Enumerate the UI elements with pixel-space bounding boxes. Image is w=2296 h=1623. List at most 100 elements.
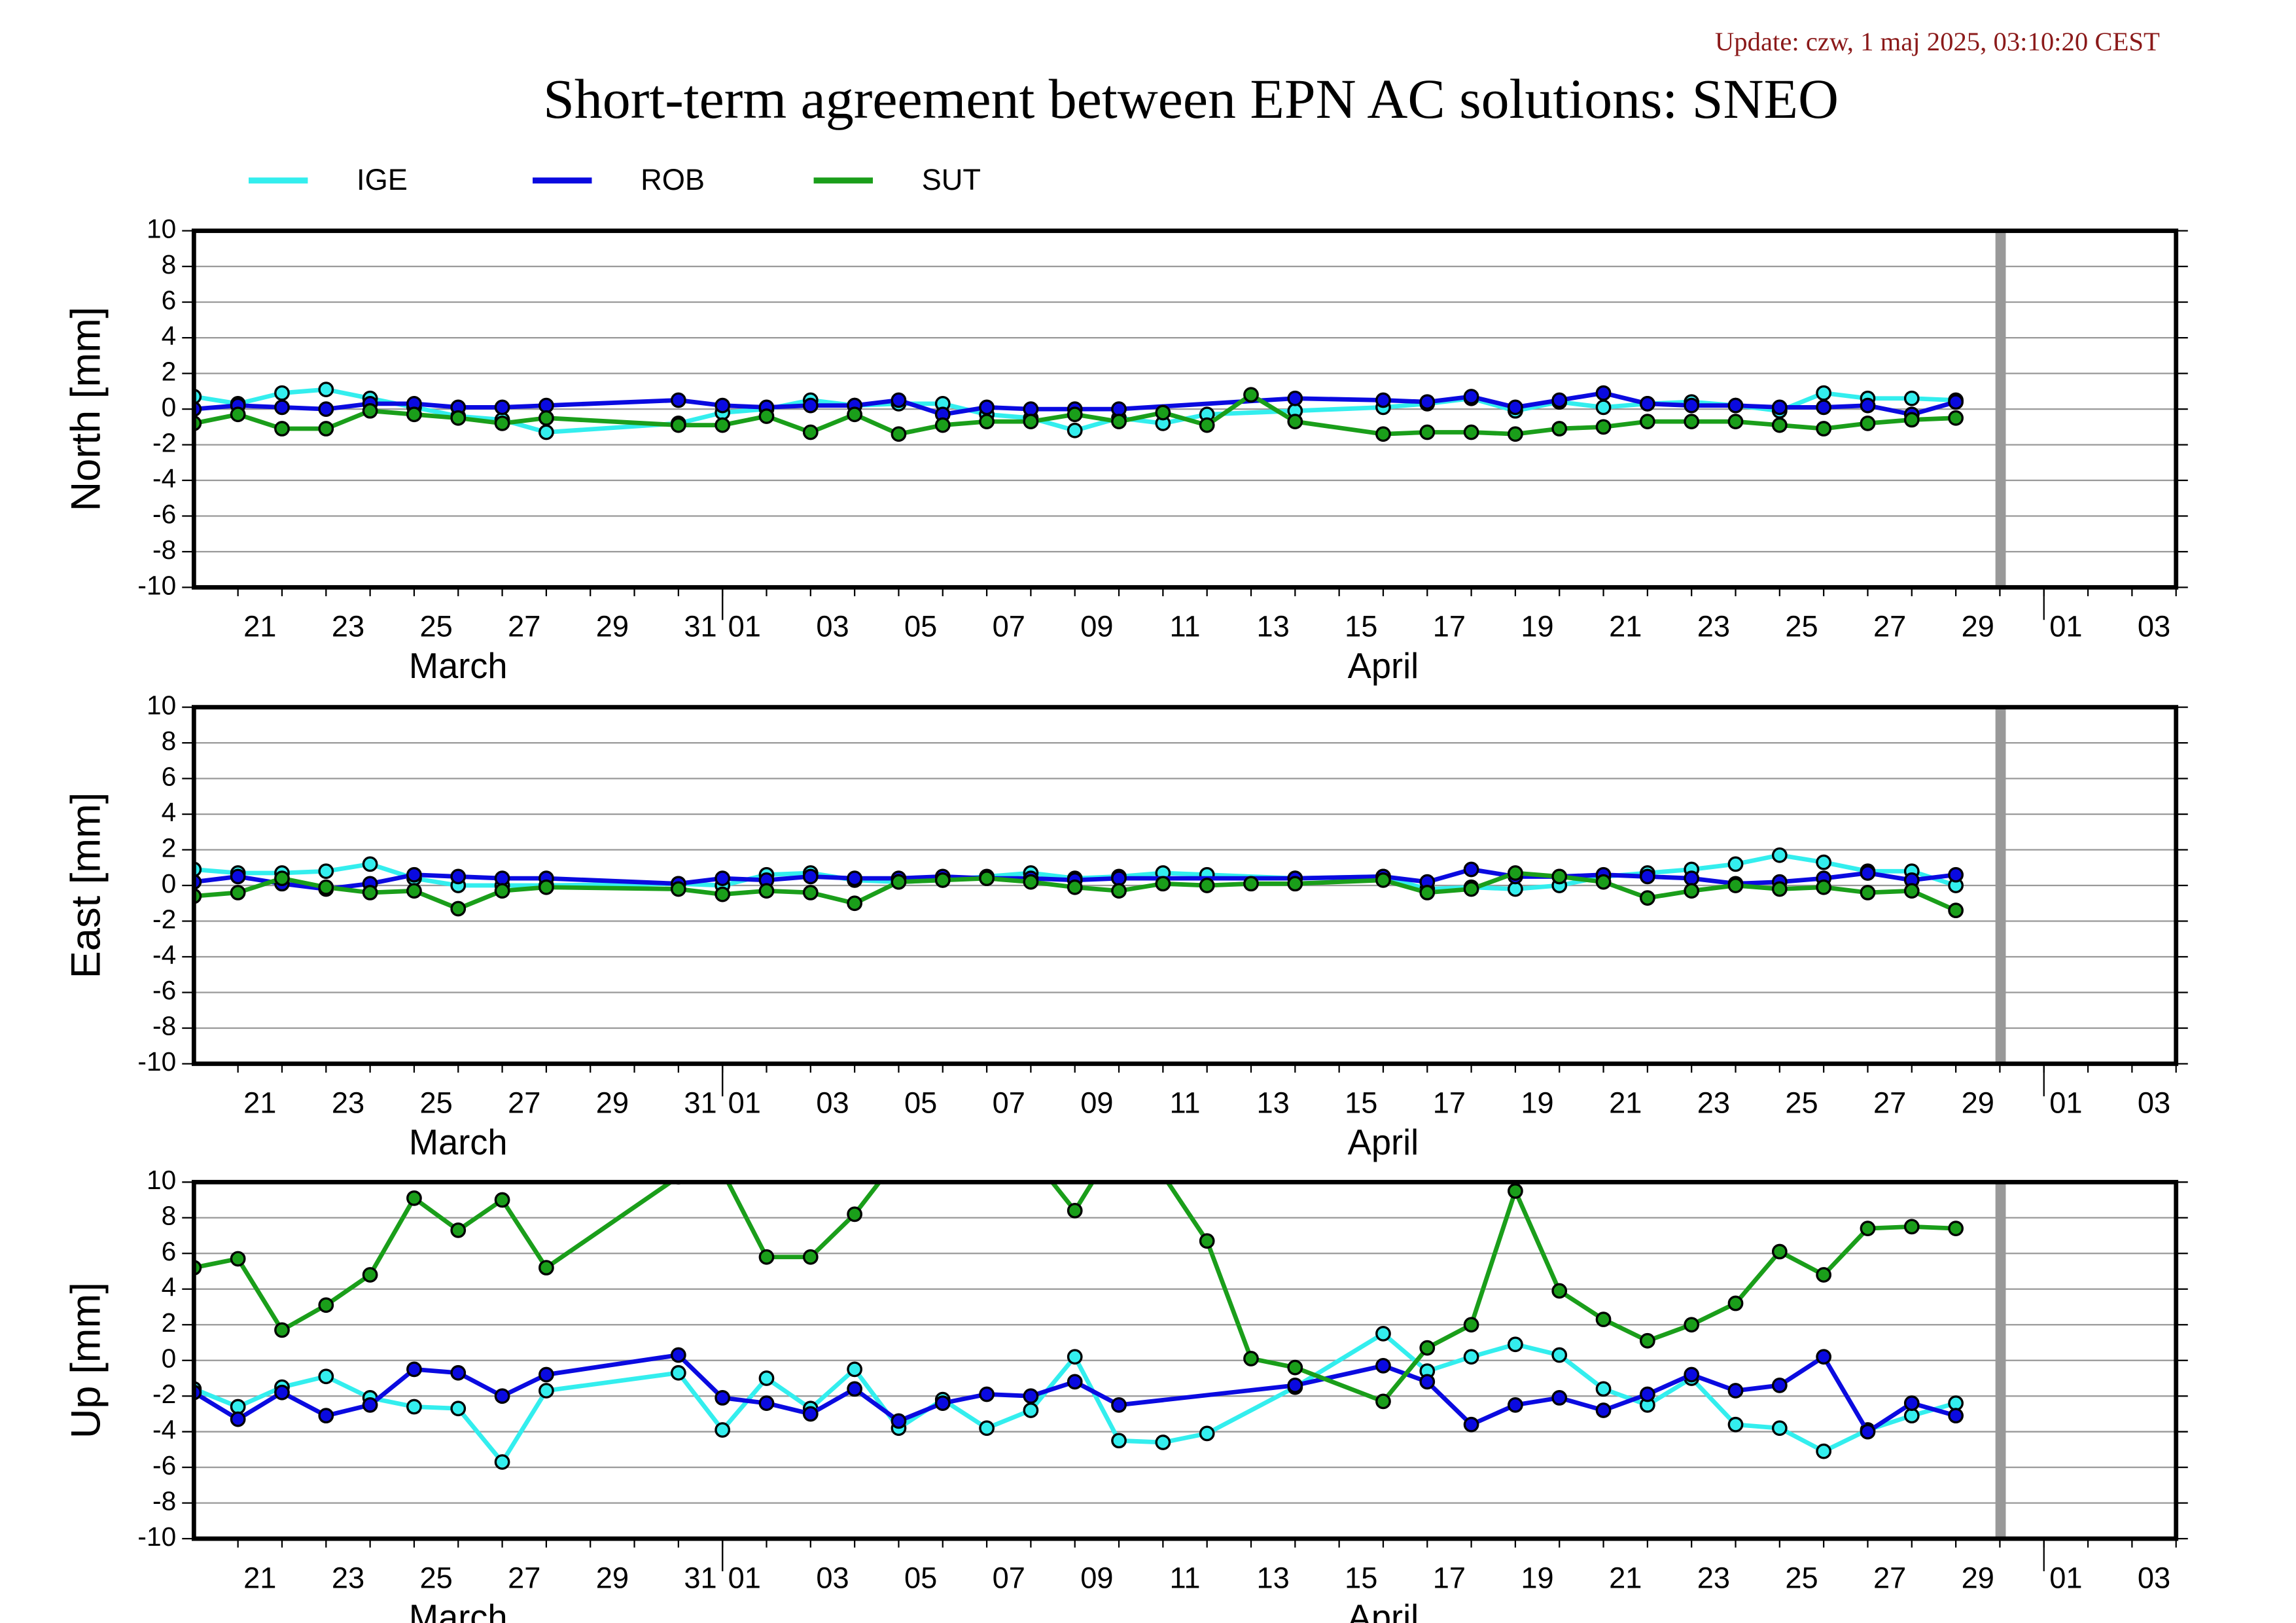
x-tick-label: 25	[419, 610, 452, 643]
data-point	[802, 1406, 819, 1422]
data-point	[1111, 414, 1127, 430]
data-point	[1639, 868, 1655, 885]
y-tick-label: -8	[152, 535, 176, 565]
y-tick-label: -4	[152, 940, 176, 970]
data-point	[1948, 866, 1964, 883]
data-point	[1508, 426, 1523, 442]
data-point	[934, 872, 951, 888]
data-point	[1684, 1317, 1700, 1333]
data-point	[450, 868, 467, 885]
y-tick-label: 10	[147, 1165, 176, 1195]
series-group	[194, 847, 1964, 919]
month-label: March	[409, 1123, 508, 1162]
data-point	[450, 1222, 467, 1238]
data-point	[979, 1420, 995, 1436]
x-tick-label: 11	[1170, 610, 1201, 643]
month-label: March	[409, 647, 508, 686]
data-point	[1508, 399, 1523, 416]
data-point	[318, 421, 334, 437]
data-point	[1595, 1381, 1612, 1397]
x-tick-label: 23	[1697, 610, 1730, 643]
data-point	[1199, 1425, 1215, 1442]
y-tick-label: 0	[162, 868, 177, 899]
data-point	[1948, 1408, 1964, 1424]
x-tick-label: 09	[1080, 610, 1113, 643]
x-tick-label: 29	[1962, 1086, 1994, 1120]
data-point	[1159, 1182, 1167, 1183]
y-tick-label: 6	[162, 761, 177, 791]
data-point	[1287, 390, 1303, 406]
data-point	[494, 1388, 510, 1404]
data-point	[1860, 1221, 1876, 1237]
y-tick-label: -10	[137, 1522, 176, 1552]
data-point	[274, 385, 290, 401]
data-point	[274, 421, 290, 437]
data-point	[362, 402, 378, 419]
x-tick-label: 01	[728, 610, 761, 643]
y-tick-label: 8	[162, 249, 177, 279]
data-point	[758, 1370, 775, 1386]
x-tick-label: 29	[1962, 610, 1994, 643]
x-tick-label: 15	[1345, 610, 1377, 643]
x-tick-label: 27	[1873, 1086, 1906, 1120]
month-label: April	[1348, 1598, 1419, 1623]
data-point	[1112, 1133, 1125, 1146]
x-tick-label: 29	[1962, 1561, 1994, 1594]
data-point	[1463, 1317, 1479, 1333]
data-point	[1816, 421, 1832, 437]
data-point	[1375, 1393, 1391, 1410]
x-tick-label: 13	[1257, 1086, 1290, 1120]
x-tick-label: 07	[993, 1561, 1025, 1594]
data-point	[670, 417, 686, 433]
data-point	[1771, 1377, 1788, 1393]
data-point	[1023, 401, 1039, 417]
data-point	[1111, 401, 1127, 417]
data-point	[1595, 874, 1612, 890]
x-tick-label: 31	[684, 1561, 716, 1594]
data-point	[1023, 414, 1039, 430]
data-point	[1508, 1183, 1523, 1199]
data-point	[230, 1399, 246, 1415]
data-point	[1508, 1336, 1523, 1353]
data-point	[1463, 1349, 1479, 1365]
data-point	[1375, 426, 1391, 442]
today-marker	[1995, 707, 2006, 1064]
data-point	[362, 885, 378, 901]
x-tick-label: 25	[1785, 1561, 1818, 1594]
data-point	[1816, 399, 1832, 416]
data-point	[450, 1400, 467, 1417]
data-point	[847, 1361, 862, 1378]
x-tick-label: 19	[1521, 1086, 1553, 1120]
data-point	[494, 416, 510, 431]
data-point	[847, 1381, 862, 1397]
y-tick-label: -6	[152, 499, 176, 529]
data-point	[274, 870, 290, 887]
x-tick-label: 01	[2049, 1561, 2082, 1594]
data-point	[1067, 422, 1083, 438]
data-point	[1727, 856, 1744, 872]
update-stamp: Update: czw, 1 maj 2025, 03:10:20 CEST	[1715, 27, 2160, 56]
data-point	[1816, 1267, 1832, 1283]
data-point	[1067, 879, 1083, 895]
chart-title: Short-term agreement between EPN AC solu…	[543, 67, 1839, 130]
series-group	[194, 382, 1964, 442]
data-point	[1155, 1435, 1171, 1450]
y-tick-label: 4	[162, 321, 177, 351]
x-tick-label: 19	[1521, 610, 1553, 643]
data-point	[1508, 881, 1523, 897]
data-point	[1024, 1149, 1037, 1162]
data-point	[802, 424, 819, 440]
data-point	[1860, 865, 1876, 881]
plot-frame	[191, 228, 2179, 590]
data-point	[1727, 397, 1744, 414]
x-tick-label: 27	[1873, 1561, 1906, 1594]
data-point	[979, 414, 995, 430]
data-point	[1287, 1359, 1303, 1376]
data-point	[318, 1408, 334, 1424]
data-point	[892, 1150, 905, 1164]
y-tick-label: -6	[152, 1450, 176, 1480]
y-axis-label: East [mm]	[63, 793, 109, 979]
data-point	[1771, 417, 1788, 433]
data-point	[1551, 1390, 1568, 1406]
data-point	[936, 1122, 949, 1135]
